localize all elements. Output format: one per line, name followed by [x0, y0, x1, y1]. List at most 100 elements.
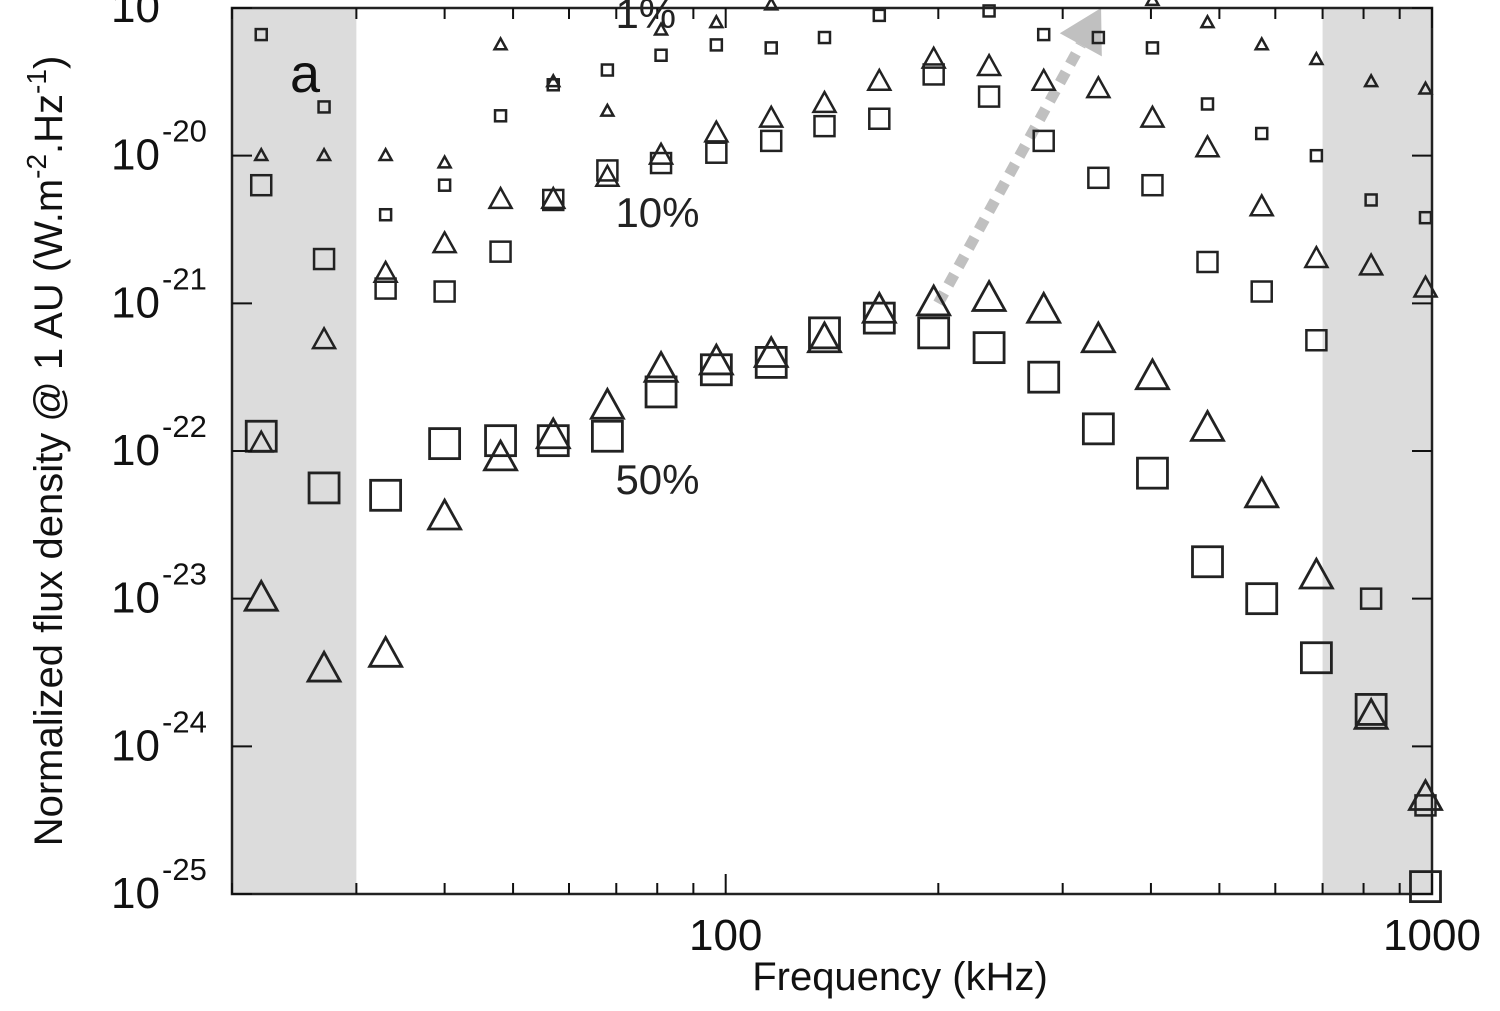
triangle-point [752, 334, 790, 368]
square-point [542, 188, 565, 212]
square-point [600, 63, 615, 77]
arrow-shaft [933, 42, 1086, 306]
level-annotation: 1% [615, 0, 676, 37]
triangle-point [315, 146, 333, 162]
triangle-point [372, 259, 399, 283]
y-tick-exponent: -23 [162, 557, 207, 592]
triangle-point [703, 119, 730, 143]
triangle-point [1253, 35, 1270, 51]
square-point [590, 419, 624, 453]
triangle-point [860, 290, 898, 324]
square-point [1196, 250, 1219, 274]
y-tick-label: 10 [111, 426, 160, 475]
series-square-50pct [244, 301, 1442, 904]
triangle-point [920, 45, 947, 69]
arrow-head [1059, 8, 1102, 57]
square-point [317, 100, 331, 114]
square-point [654, 48, 668, 63]
triangle-point [1248, 192, 1275, 217]
triangle-point [1030, 67, 1057, 92]
x-tick-label: 1000 [1383, 911, 1481, 960]
trend-arrow [933, 8, 1102, 306]
triangle-point [594, 163, 621, 187]
square-point [1254, 126, 1269, 141]
triangle-point [377, 146, 394, 162]
triangle-point [1363, 72, 1380, 88]
square-point [1141, 173, 1164, 197]
triangle-point [1025, 290, 1063, 324]
square-point [1414, 794, 1437, 817]
square-point [1305, 329, 1328, 352]
square-point [1250, 280, 1273, 303]
y-axis-title-part: -1 [21, 69, 52, 94]
square-point [1359, 587, 1383, 610]
square-point [369, 478, 403, 512]
square-point [868, 107, 891, 130]
square-point [977, 85, 1001, 108]
triangle-point [642, 349, 680, 383]
square-point [1299, 641, 1333, 675]
square-point [307, 471, 341, 505]
square-point [1364, 193, 1378, 207]
triangle-point [697, 342, 735, 376]
square-point [433, 280, 456, 303]
triangle-point [1308, 50, 1325, 66]
triangle-point [1194, 133, 1221, 158]
square-point [1145, 41, 1160, 55]
square-point [1027, 360, 1061, 394]
y-tick-exponent: -21 [162, 261, 207, 296]
square-point [312, 247, 336, 271]
square-point [862, 301, 896, 335]
triangle-point [534, 416, 572, 450]
triangle-point [915, 283, 953, 317]
square-point [817, 30, 832, 45]
square-point [437, 178, 452, 192]
triangle-point [540, 185, 567, 210]
shaded-regions [232, 8, 1432, 894]
panel-label: a [290, 44, 321, 104]
square-point [982, 4, 996, 18]
triangle-point [811, 89, 838, 114]
square-point [1032, 129, 1055, 153]
square-point [596, 159, 619, 182]
triangle-point [242, 578, 280, 612]
square-point [1245, 582, 1279, 616]
square-point [699, 353, 733, 387]
triangle-point [1189, 408, 1226, 442]
triangle-point [1199, 13, 1216, 29]
y-axis-title: Normalized flux density @ 1 AU (W.m-2.Hz… [21, 56, 71, 847]
level-annotation: 10% [615, 189, 699, 236]
square-point [813, 114, 836, 138]
y-axis-title-part: ) [27, 56, 71, 69]
y-tick-label: 10 [111, 278, 160, 327]
triangle-point [1298, 556, 1335, 590]
series-triangle-50pct [242, 278, 1444, 811]
y-tick-label: 10 [111, 0, 160, 32]
series-triangle-1pct [253, 0, 1434, 169]
square-point [649, 151, 673, 175]
triangle-point [975, 52, 1003, 77]
triangle-point [599, 102, 616, 117]
square-point [1036, 27, 1051, 42]
x-axis-title: Frequency (kHz) [752, 955, 1048, 999]
y-tick-exponent: -19 [162, 0, 207, 1]
square-point [1354, 693, 1388, 726]
x-tick-label: 100 [689, 911, 762, 960]
triangle-point [545, 72, 562, 88]
y-axis-title-part: .Hz [27, 94, 71, 154]
square-point [808, 316, 841, 350]
square-point [917, 316, 951, 350]
square-point [705, 141, 728, 164]
triangle-point [866, 67, 893, 92]
triangle-point [1085, 74, 1112, 99]
triangle-point [589, 386, 626, 420]
triangle-point [806, 320, 843, 354]
triangle-point [1079, 320, 1117, 354]
y-tick-label: 10 [111, 869, 160, 918]
series-square-1pct [254, 4, 1433, 225]
triangle-point [431, 229, 458, 254]
triangle-point [1243, 475, 1281, 509]
y-tick-exponent: -24 [162, 704, 207, 739]
square-point [374, 277, 397, 300]
